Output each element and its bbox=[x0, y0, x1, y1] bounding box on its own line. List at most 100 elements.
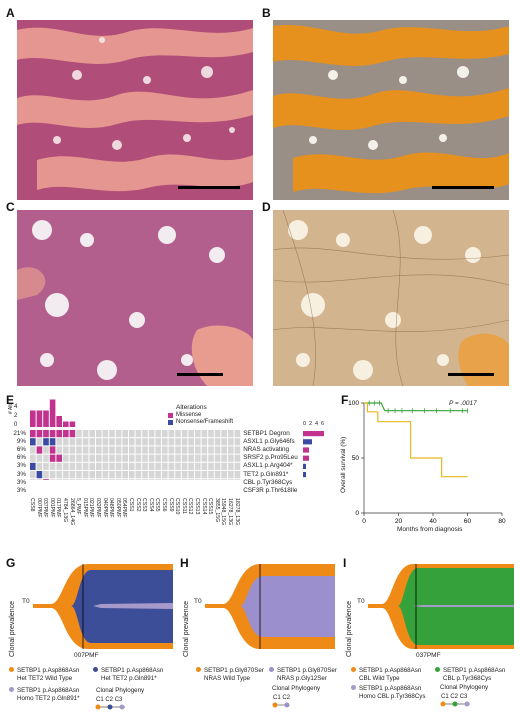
oncoprint-cell bbox=[69, 471, 76, 479]
micrograph-reticulin-high-image bbox=[273, 210, 509, 386]
oncoprint-cell bbox=[96, 471, 102, 479]
oncoprint-cell bbox=[56, 479, 62, 480]
oncoprint-cell bbox=[102, 438, 109, 446]
oncoprint-cell bbox=[69, 454, 76, 462]
row-frequency-bar bbox=[303, 463, 306, 469]
oncoprint-cell bbox=[36, 479, 43, 480]
oncoprint-cell bbox=[102, 471, 109, 479]
oncoprint-cell bbox=[168, 438, 175, 446]
oncoprint-cell bbox=[63, 462, 69, 470]
sample-label: 4784_13G bbox=[62, 497, 68, 522]
sample-label: CSS4 bbox=[147, 497, 154, 512]
km-y-tick-label: 50 bbox=[352, 455, 360, 462]
fish-i-legend-3-line2: Homo CBL p.Tyr368Cys bbox=[359, 693, 426, 700]
oncoprint-cell bbox=[168, 479, 175, 480]
oncoprint-cell bbox=[82, 446, 89, 454]
oncoprint-cell bbox=[115, 430, 122, 438]
fish-i-legend-1-line2: CBL Wild Type bbox=[359, 675, 400, 682]
oncoprint-cell bbox=[214, 471, 221, 479]
oncoprint-cell bbox=[122, 462, 128, 470]
km-y-label: Overall survival (%) bbox=[340, 436, 347, 493]
oncoprint-cell bbox=[89, 479, 95, 480]
gene-label: NRAS activating bbox=[243, 445, 290, 453]
oncoprint-cell bbox=[214, 438, 221, 446]
oncoprint-cell bbox=[56, 446, 62, 454]
row-frequency-bar bbox=[303, 439, 312, 445]
oncoprint-cell bbox=[168, 454, 175, 462]
oncoprint-cell bbox=[195, 454, 201, 462]
oncoprint-cell bbox=[135, 479, 142, 480]
sample-label: CSS3 bbox=[141, 497, 148, 512]
oncoprint-cell bbox=[129, 438, 135, 446]
missense-cell bbox=[49, 446, 56, 454]
oncoprint-cell bbox=[168, 430, 175, 438]
oncoprint-cell bbox=[214, 430, 221, 438]
oncoprint-cell bbox=[234, 462, 241, 470]
nonsense-cell bbox=[30, 462, 36, 470]
micrograph-he-high-image bbox=[17, 210, 253, 386]
gene-label: SRSF2 p.Pro95Leu bbox=[243, 454, 298, 462]
oncoprint-cell bbox=[109, 479, 115, 480]
panel-label-b: B bbox=[262, 6, 271, 20]
sample-label: 16278_13G bbox=[227, 497, 233, 525]
sample-label: 001PMF bbox=[48, 497, 55, 518]
oncoprint-cell bbox=[208, 430, 214, 438]
oncoprint-cell bbox=[142, 462, 148, 470]
row-frequency-bar bbox=[303, 472, 306, 478]
oncoprint-cell bbox=[30, 446, 36, 454]
oncoprint-cell bbox=[195, 471, 201, 479]
frequency-label: 3% bbox=[16, 462, 26, 470]
km-x-label: Months from diagnosis bbox=[397, 526, 463, 533]
oncoprint-cell bbox=[142, 479, 148, 480]
oncoprint-cell bbox=[155, 471, 161, 479]
micrograph-reticulin-high bbox=[273, 210, 509, 386]
km-x-tick-label: 60 bbox=[464, 518, 472, 525]
oncoprint-cell bbox=[208, 438, 214, 446]
oncoprint-cell bbox=[148, 438, 155, 446]
oncoprint-cell bbox=[221, 446, 227, 454]
oncoprint-cell bbox=[234, 471, 241, 479]
fish-g-legend-3-line2: Homo TET2 p.Gln891* bbox=[17, 695, 80, 702]
oncoprint-cell bbox=[155, 438, 161, 446]
missense-cell bbox=[49, 454, 56, 462]
fish-i-legend-1: SETBP1 p.Asp868Asn CBL Wild Type bbox=[351, 667, 421, 683]
gene-label: TET2 p.Gln891* bbox=[243, 470, 289, 478]
fish-h-t0: T0 bbox=[194, 598, 202, 605]
sample-label: 021PMF bbox=[88, 497, 95, 518]
scale-bar-b bbox=[432, 186, 494, 189]
oncoprint-cell bbox=[122, 471, 128, 479]
oncoprint-cell bbox=[162, 471, 168, 479]
oncoprint-cell bbox=[214, 446, 221, 454]
oncoprint-cell bbox=[129, 446, 135, 454]
oncoprint-cell bbox=[76, 462, 82, 470]
right-axis-tick-4: 4 bbox=[315, 421, 319, 427]
oncoprint-cell bbox=[102, 446, 109, 454]
sample-label: CSS13 bbox=[194, 497, 200, 515]
fish-i-phylogeny-title: Clonal Phylogeny bbox=[440, 684, 489, 691]
oncoprint-cell bbox=[96, 454, 102, 462]
panel-label-a: A bbox=[6, 6, 15, 20]
oncoprint-cell bbox=[115, 446, 122, 454]
fish-i-legend-2: SETBP1 p.Asp868Asn CBL p.Tyr368Cys bbox=[435, 667, 505, 683]
sample-label: 054PMF bbox=[121, 497, 128, 518]
fish-g-c1: C1 bbox=[96, 697, 104, 703]
oncoprint-grid bbox=[30, 399, 324, 480]
oncoprint-cell bbox=[175, 438, 181, 446]
oncoprint-cell bbox=[96, 438, 102, 446]
oncoprint-cell bbox=[82, 462, 89, 470]
oncoprint-cell bbox=[142, 430, 148, 438]
oncoprint-cell bbox=[115, 454, 122, 462]
oncoprint-cell bbox=[76, 430, 82, 438]
oncoprint-cell bbox=[188, 446, 194, 454]
fish-h-legend-2: SETBP1 p.Gly870Ser NRAS p.Gly12Ser bbox=[269, 667, 337, 683]
fish-g-legend-1-dot bbox=[9, 667, 14, 672]
oncoprint-cell bbox=[135, 454, 142, 462]
nonsense-cell bbox=[36, 471, 43, 479]
oncoprint-cell bbox=[76, 454, 82, 462]
fish-i-legend-1-dot bbox=[351, 667, 356, 672]
km-x-tick-label: 20 bbox=[395, 518, 403, 525]
oncoprint-cell bbox=[175, 446, 181, 454]
oncoprint-cell bbox=[43, 454, 49, 462]
oncoprint-cell bbox=[234, 430, 241, 438]
alteration-count-bar bbox=[63, 421, 69, 427]
